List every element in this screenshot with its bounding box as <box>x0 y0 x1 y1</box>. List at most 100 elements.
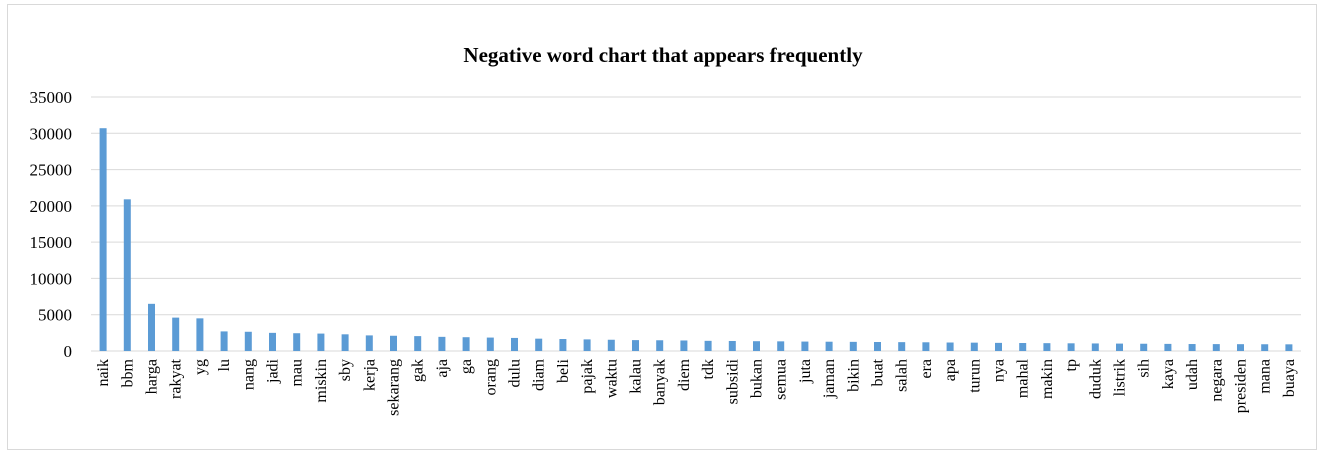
x-category-label: kerja <box>361 359 378 391</box>
bar-nang <box>244 331 252 351</box>
x-category-label: semua <box>773 359 790 400</box>
bar-mana <box>1261 344 1269 351</box>
y-tick-label: 30000 <box>30 124 73 143</box>
y-tick-label: 10000 <box>30 269 73 288</box>
bar-naik <box>99 128 107 351</box>
x-category-label: mahal <box>1015 358 1032 398</box>
x-category-label: naik <box>95 359 112 387</box>
x-category-label: tp <box>1063 359 1080 371</box>
x-category-label: buat <box>870 358 887 386</box>
x-category-label: gak <box>410 359 427 382</box>
bar-subsidi <box>728 340 736 351</box>
bar-lu <box>220 331 228 351</box>
bar-kerja <box>365 335 373 351</box>
x-category-label: diam <box>531 358 548 391</box>
bar-dulu <box>511 337 518 351</box>
bar-gak <box>414 336 422 351</box>
x-category-label: jaman <box>821 359 838 399</box>
x-category-label: udah <box>1184 359 1201 390</box>
bar-juta <box>801 341 809 351</box>
x-category-label: dulu <box>507 359 524 387</box>
bar-kalau <box>632 340 639 351</box>
bar-udah <box>1188 344 1196 351</box>
bar-apa <box>946 342 954 351</box>
y-tick-label: 25000 <box>30 161 73 180</box>
bar-era <box>922 342 930 351</box>
bar-sekarang <box>390 335 397 351</box>
x-axis-labels: naik bbm harga rakyat yg lu nang jadi mau miskin s… <box>95 358 1298 415</box>
x-category-label: bikin <box>845 359 862 392</box>
bar-sby <box>341 334 349 351</box>
chart-title: Negative word chart that appears frequen… <box>463 43 863 67</box>
x-category-label: sby <box>337 359 354 381</box>
bar-negara <box>1212 344 1220 351</box>
x-category-label: diem <box>676 358 693 391</box>
x-category-label: turun <box>966 359 983 393</box>
bar-bukan <box>753 341 760 351</box>
bar-ga <box>462 337 470 351</box>
bar-mau <box>293 333 301 351</box>
x-category-label: miskin <box>313 359 330 403</box>
y-axis-ticks: 0 5000 10000 15000 20000 25000 30000 35000 <box>30 88 73 361</box>
x-category-label: sih <box>1136 359 1153 378</box>
bar-aja <box>438 336 446 351</box>
x-category-label: subsidi <box>724 358 741 404</box>
y-tick-label: 35000 <box>30 88 73 107</box>
bar-diam <box>535 338 543 351</box>
x-category-label: bukan <box>749 359 766 398</box>
x-category-label: kaya <box>1160 359 1177 389</box>
x-category-label: mana <box>1257 359 1274 394</box>
bar-yg <box>196 318 204 351</box>
x-category-label: listrik <box>1112 359 1129 396</box>
y-tick-label: 5000 <box>38 306 72 325</box>
x-category-label: mau <box>289 359 306 387</box>
chart-frame: Negative word chart that appears frequen… <box>7 4 1317 450</box>
bar-presiden <box>1237 344 1244 351</box>
bar-diem <box>680 340 688 351</box>
bar-tp <box>1067 343 1075 351</box>
bar-orang <box>486 337 494 351</box>
bar-sih <box>1140 343 1148 351</box>
x-category-label: era <box>918 359 935 379</box>
x-category-label: yg <box>192 359 209 375</box>
bar-jaman <box>825 341 833 351</box>
bar-listrik <box>1116 343 1123 351</box>
x-category-label: juta <box>797 359 814 384</box>
bar-buat <box>874 342 881 351</box>
x-category-label: banyak <box>652 359 669 405</box>
x-category-label: kalau <box>628 359 645 394</box>
x-category-label: pajak <box>579 359 596 394</box>
bars <box>99 128 1293 351</box>
x-category-label: salah <box>894 359 911 392</box>
x-category-label: waktu <box>603 359 620 398</box>
y-tick-label: 15000 <box>30 233 73 252</box>
x-category-label: nya <box>991 359 1008 382</box>
x-category-label: sekarang <box>386 359 403 416</box>
x-category-label: duduk <box>1087 359 1104 399</box>
bar-salah <box>898 342 906 351</box>
x-category-label: negara <box>1208 359 1225 402</box>
bar-pajak <box>583 339 591 351</box>
bar-tdk <box>704 340 712 351</box>
x-category-label: aja <box>434 359 451 378</box>
y-tick-label: 0 <box>64 342 73 361</box>
bar-makin <box>1043 343 1051 351</box>
bar-chart: Negative word chart that appears frequen… <box>30 43 1301 416</box>
x-category-label: jadi <box>265 358 282 384</box>
x-category-label: lu <box>216 359 233 371</box>
bar-nya <box>995 342 1002 351</box>
bar-jadi <box>269 332 276 351</box>
x-category-label: tdk <box>700 359 717 379</box>
bar-rakyat <box>172 317 180 351</box>
bar-semua <box>777 341 785 351</box>
x-category-label: rakyat <box>168 358 185 399</box>
x-category-label: presiden <box>1233 359 1250 413</box>
x-category-label: harga <box>144 359 161 394</box>
bar-bbm <box>123 199 131 351</box>
bar-duduk <box>1091 343 1099 351</box>
bar-miskin <box>317 333 325 351</box>
bar-beli <box>559 339 567 351</box>
x-category-label: nang <box>240 359 257 390</box>
x-category-label: makin <box>1039 359 1056 399</box>
bar-kaya <box>1164 343 1172 351</box>
